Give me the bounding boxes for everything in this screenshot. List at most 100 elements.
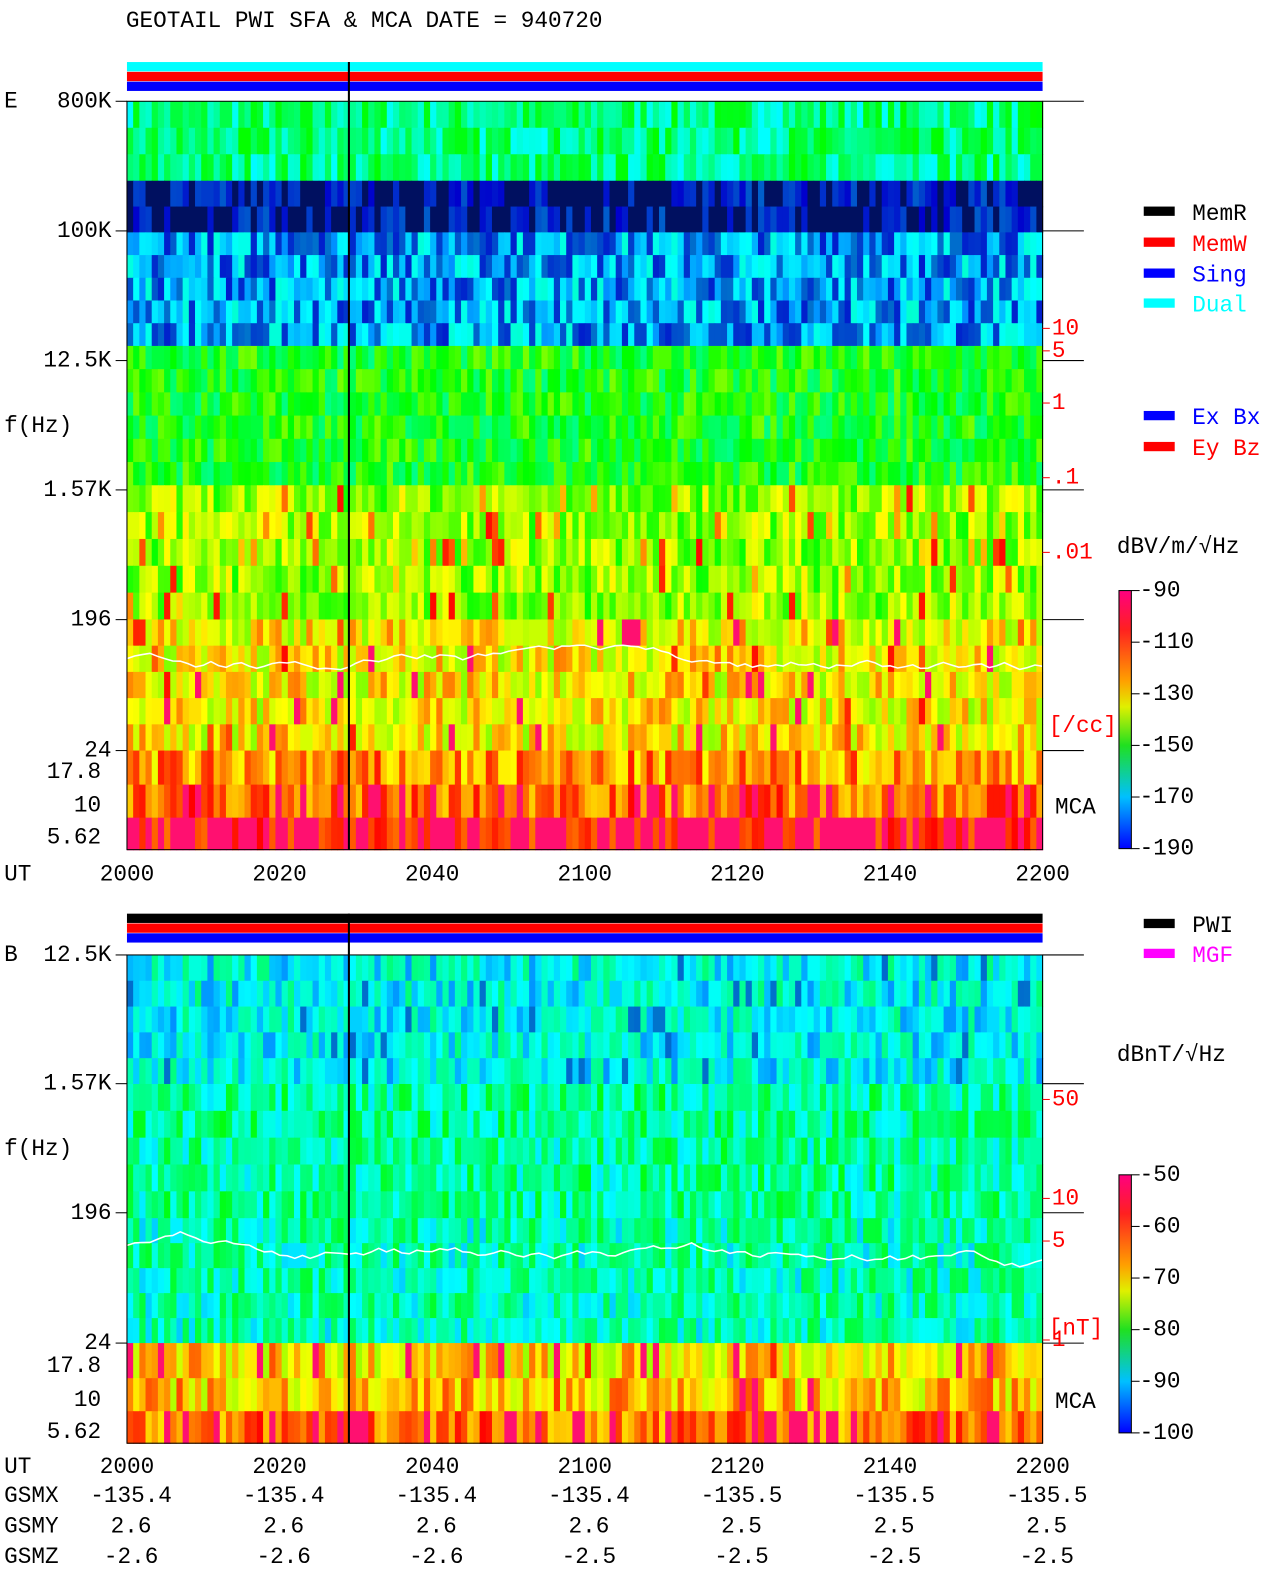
spectrogram-cell	[547, 277, 555, 302]
spectrogram-cell	[176, 485, 184, 513]
spectrogram-cell	[386, 438, 394, 463]
spectrogram-cell	[287, 565, 295, 594]
spectrogram-cell	[918, 232, 926, 256]
spectrogram-cell	[269, 485, 277, 513]
spectrogram-cell	[782, 300, 790, 324]
spectrogram-cell	[628, 671, 635, 699]
spectrogram-cell	[473, 277, 481, 302]
spectrogram-cell	[510, 784, 518, 819]
spectrogram-cell	[813, 1032, 821, 1059]
spectrogram-cell	[887, 671, 895, 699]
spectrogram-cell	[1036, 127, 1044, 155]
spectrogram-cell	[324, 462, 332, 486]
spectrogram-cell	[423, 592, 431, 621]
spectrogram-cell	[720, 698, 728, 725]
spectrogram-cell	[739, 154, 747, 182]
spectrogram-cell	[646, 592, 654, 621]
spectrogram-cell	[844, 438, 852, 463]
spectrogram-cell	[993, 750, 1000, 786]
spectrogram-cell	[652, 206, 660, 233]
spectrogram-cell	[529, 784, 536, 819]
spectrogram-cell	[819, 369, 827, 393]
spectrogram-cell	[516, 345, 524, 370]
spectrogram-cell	[1011, 750, 1019, 786]
spectrogram-cell	[702, 255, 710, 279]
spectrogram-cell	[733, 750, 741, 786]
spectrogram-cell	[770, 750, 778, 786]
spectrogram-cell	[937, 300, 945, 324]
spectrogram-cell	[170, 1032, 178, 1059]
spectrogram-cell	[671, 671, 679, 699]
spectrogram-cell	[615, 538, 623, 567]
spectrogram-cell	[900, 724, 908, 752]
colorbar	[1118, 590, 1132, 850]
spectrogram-cell	[955, 154, 963, 182]
spectrogram-cell	[498, 817, 505, 851]
spectrogram-cell	[727, 323, 734, 347]
spectrogram-cell	[597, 127, 604, 155]
spectrogram-cell	[207, 323, 215, 347]
spectrogram-cell	[306, 619, 314, 647]
spectrogram-cell	[331, 565, 338, 594]
spectrogram-cell	[782, 512, 790, 540]
spectrogram-cell	[1011, 817, 1019, 851]
spectrogram-cell	[454, 345, 462, 370]
spectrogram-cell	[188, 565, 196, 594]
spectrogram-cell	[850, 154, 858, 182]
spectrogram-cell	[504, 255, 512, 279]
spectrogram-cell	[164, 345, 171, 370]
spectrogram-cell	[826, 512, 833, 540]
spectrogram-cell	[126, 462, 134, 486]
spectrogram-cell	[727, 127, 734, 155]
spectrogram-cell	[529, 619, 536, 647]
spectrogram-cell	[232, 1058, 239, 1085]
spectrogram-cell	[504, 323, 512, 347]
spectrogram-cell	[343, 277, 351, 302]
spectrogram-cell	[968, 154, 976, 182]
spectrogram-cell	[590, 206, 598, 233]
spectrogram-cell	[999, 817, 1007, 851]
spectrogram-cell	[782, 232, 790, 256]
spectrogram-cell	[399, 485, 406, 513]
spectrogram-cell	[1017, 323, 1025, 347]
spectrogram-cell	[479, 438, 487, 463]
spectrogram-cell	[362, 1006, 369, 1033]
spectrogram-cell	[485, 980, 493, 1008]
spectrogram-cell	[287, 750, 295, 786]
spectrogram-cell	[529, 323, 536, 347]
spectrogram-cell	[343, 369, 351, 393]
spectrogram-cell	[491, 392, 499, 417]
spectrogram-cell	[807, 127, 815, 155]
spectrogram-cell	[430, 538, 437, 567]
spectrogram-cell	[578, 180, 586, 208]
spectrogram-cell	[411, 619, 419, 647]
spectrogram-cell	[875, 954, 883, 982]
spectrogram-cell	[485, 438, 493, 463]
spectrogram-cell	[491, 512, 499, 540]
spectrogram-cell	[807, 698, 815, 725]
spectrogram-cell	[838, 592, 846, 621]
spectrogram-cell	[207, 232, 215, 256]
spectrogram-cell	[856, 392, 864, 417]
spectrogram-cell	[560, 154, 567, 182]
spectrogram-cell	[751, 392, 759, 417]
spectrogram-cell	[1030, 750, 1038, 786]
spectrogram-cell	[1036, 1032, 1044, 1059]
spectrogram-cell	[547, 415, 555, 440]
spectrogram-cell	[628, 619, 635, 647]
spectrogram-cell	[405, 750, 413, 786]
spectrogram-cell	[646, 698, 654, 725]
spectrogram-cell	[955, 671, 963, 699]
spectrogram-cell	[250, 415, 258, 440]
spectrogram-cell	[1011, 101, 1019, 129]
spectrogram-cell	[652, 980, 660, 1008]
mca-tick-label: 10	[74, 792, 101, 818]
spectrogram-cell	[349, 954, 357, 982]
spectrogram-cell	[813, 980, 821, 1008]
spectrogram-cell	[819, 1006, 827, 1033]
spectrogram-cell	[881, 369, 889, 393]
spectrogram-cell	[881, 698, 889, 725]
spectrogram-cell	[225, 180, 233, 208]
spectrogram-cell	[473, 300, 481, 324]
spectrogram-cell	[819, 1032, 827, 1059]
